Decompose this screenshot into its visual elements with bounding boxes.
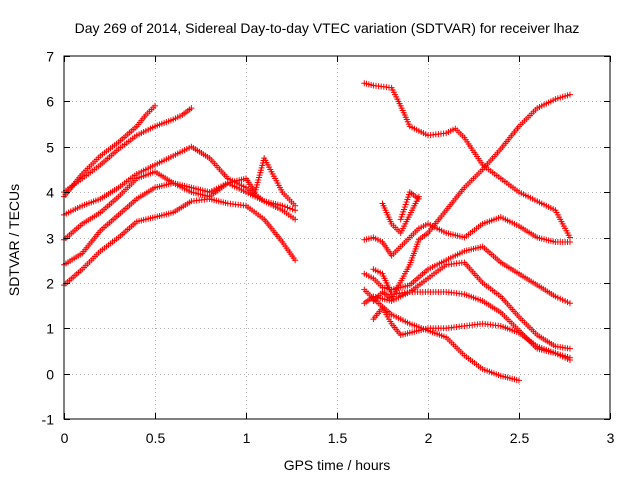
series-s15: [379, 193, 422, 236]
data-point: [152, 102, 158, 109]
series-s11: [361, 259, 573, 352]
series-s2: [61, 105, 195, 196]
series-s1: [61, 102, 158, 200]
data-point: [287, 205, 294, 212]
data-point: [281, 203, 288, 210]
series-s6: [61, 195, 299, 289]
x-tick-label: 1.5: [328, 430, 348, 446]
data-point: [566, 300, 573, 307]
y-tick-label: 1: [46, 321, 54, 337]
series-s9: [370, 91, 573, 305]
data-point: [566, 357, 573, 364]
x-tick-label: 0: [61, 430, 69, 446]
series-s13: [370, 304, 573, 364]
x-tick-label: 2.5: [510, 430, 530, 446]
series-s10: [361, 243, 573, 307]
data-point: [284, 204, 291, 211]
chart-title: Day 269 of 2014, Sidereal Day-to-day VTE…: [75, 20, 580, 36]
y-tick-label: 5: [46, 140, 54, 156]
tick-labels: 0 0.5 1 1.5 2 2.5 3 -1 0 1 2 3 4 5 6 7: [42, 49, 615, 447]
y-tick-label: 6: [46, 94, 54, 110]
data-point: [292, 202, 299, 209]
y-tick-label: 3: [46, 231, 54, 247]
x-axis-label: GPS time / hours: [284, 457, 391, 473]
data-point: [292, 257, 299, 264]
series-s16: [397, 189, 422, 223]
data-point: [566, 91, 573, 98]
series-s14: [361, 286, 522, 384]
grid: [64, 56, 610, 419]
data-point: [188, 105, 195, 112]
y-tick-label: 0: [46, 367, 54, 383]
axis-ticks: [64, 56, 611, 420]
data-point: [292, 216, 299, 223]
data-point: [415, 195, 422, 202]
x-tick-label: 0.5: [146, 430, 166, 446]
series-s12: [370, 266, 573, 361]
series-s7: [361, 80, 573, 241]
data-point: [516, 377, 522, 384]
y-tick-label: 7: [46, 49, 54, 65]
x-tick-label: 1: [243, 430, 251, 446]
y-axis-label: SDTVAR / TECUs: [6, 184, 22, 296]
y-tick-label: 4: [46, 185, 54, 201]
series-s5: [61, 155, 299, 268]
x-tick-label: 2: [425, 430, 433, 446]
series-s8: [361, 214, 573, 259]
data-point: [566, 239, 573, 246]
y-tick-label: -1: [42, 412, 55, 428]
x-tick-label: 3: [607, 430, 615, 446]
data-point: [289, 206, 296, 213]
data-points: [61, 80, 573, 384]
y-tick-label: 2: [46, 276, 54, 292]
data-point: [566, 345, 573, 352]
series-s4: [61, 168, 299, 243]
